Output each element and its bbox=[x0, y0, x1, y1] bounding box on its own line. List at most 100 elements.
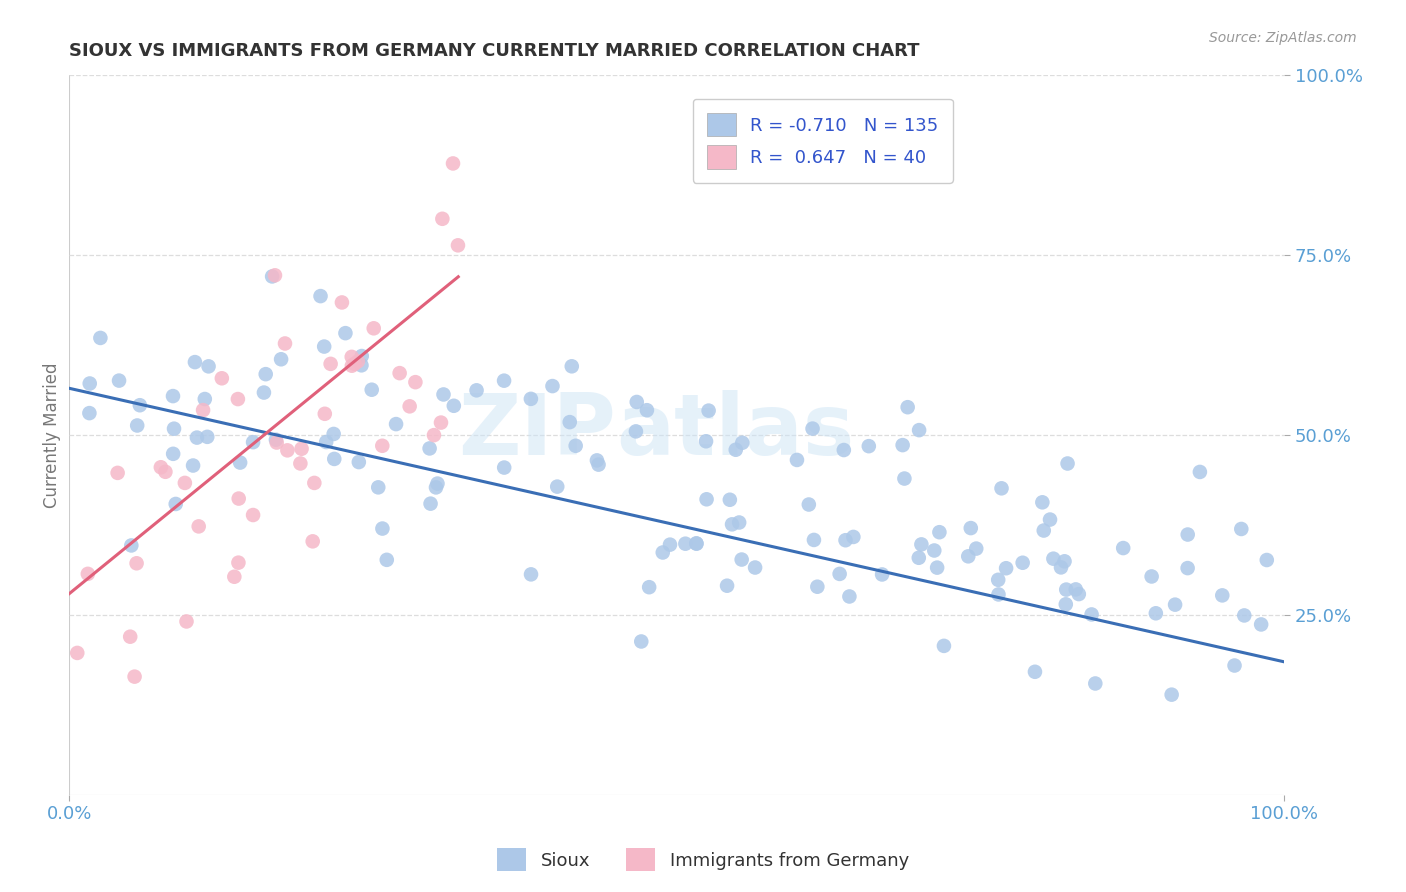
Sioux bbox=[673, 537, 696, 551]
Immigrants from Germany bbox=[124, 670, 146, 684]
Sioux bbox=[696, 492, 718, 507]
Sioux bbox=[842, 530, 865, 544]
Sioux bbox=[371, 522, 394, 536]
Sioux bbox=[561, 359, 583, 374]
Sioux bbox=[1067, 587, 1090, 601]
Sioux bbox=[586, 453, 609, 467]
Sioux bbox=[990, 481, 1012, 495]
Immigrants from Germany bbox=[224, 570, 246, 584]
Sioux bbox=[959, 521, 981, 535]
Sioux bbox=[419, 442, 441, 456]
Immigrants from Germany bbox=[176, 615, 198, 629]
Sioux bbox=[79, 406, 101, 420]
Sioux bbox=[335, 326, 357, 340]
Immigrants from Germany bbox=[226, 392, 249, 406]
Sioux bbox=[425, 480, 447, 494]
Sioux bbox=[1211, 588, 1233, 602]
Sioux bbox=[957, 549, 980, 564]
Sioux bbox=[695, 434, 717, 449]
Immigrants from Germany bbox=[371, 439, 394, 453]
Immigrants from Germany bbox=[228, 556, 250, 570]
Immigrants from Germany bbox=[363, 321, 385, 335]
Immigrants from Germany bbox=[304, 475, 326, 490]
Sioux bbox=[385, 417, 408, 431]
Sioux bbox=[120, 538, 142, 552]
Sioux bbox=[564, 439, 586, 453]
Sioux bbox=[907, 550, 929, 565]
Sioux bbox=[1112, 541, 1135, 555]
Sioux bbox=[630, 634, 652, 648]
Immigrants from Germany bbox=[301, 534, 323, 549]
Sioux bbox=[541, 379, 564, 393]
Sioux bbox=[314, 340, 336, 354]
Immigrants from Germany bbox=[423, 428, 446, 442]
Immigrants from Germany bbox=[388, 366, 411, 380]
Sioux bbox=[838, 590, 860, 604]
Immigrants from Germany bbox=[187, 519, 209, 533]
Immigrants from Germany bbox=[264, 268, 287, 283]
Sioux bbox=[426, 476, 449, 491]
Sioux bbox=[995, 561, 1018, 575]
Sioux bbox=[786, 453, 808, 467]
Sioux bbox=[828, 566, 851, 581]
Immigrants from Germany bbox=[398, 400, 420, 414]
Sioux bbox=[797, 498, 820, 512]
Immigrants from Germany bbox=[191, 403, 214, 417]
Sioux bbox=[1140, 569, 1163, 583]
Immigrants from Germany bbox=[125, 556, 148, 570]
Sioux bbox=[1032, 524, 1054, 538]
Sioux bbox=[375, 553, 398, 567]
Sioux bbox=[801, 421, 824, 435]
Sioux bbox=[1177, 527, 1199, 541]
Sioux bbox=[932, 639, 955, 653]
Sioux bbox=[350, 349, 373, 363]
Sioux bbox=[636, 403, 658, 417]
Sioux bbox=[520, 567, 543, 582]
Sioux bbox=[79, 376, 101, 391]
Sioux bbox=[195, 430, 218, 444]
Sioux bbox=[163, 422, 186, 436]
Sioux bbox=[1054, 597, 1077, 611]
Sioux bbox=[1064, 582, 1087, 597]
Sioux bbox=[323, 451, 346, 466]
Sioux bbox=[181, 458, 204, 473]
Sioux bbox=[1160, 688, 1182, 702]
Sioux bbox=[1256, 553, 1278, 567]
Immigrants from Germany bbox=[211, 371, 233, 385]
Sioux bbox=[350, 359, 373, 373]
Immigrants from Germany bbox=[430, 416, 453, 430]
Immigrants from Germany bbox=[340, 359, 363, 373]
Sioux bbox=[162, 389, 184, 403]
Sioux bbox=[89, 331, 111, 345]
Sioux bbox=[893, 471, 915, 485]
Sioux bbox=[360, 383, 382, 397]
Sioux bbox=[718, 492, 741, 507]
Text: atlas: atlas bbox=[616, 390, 855, 473]
Sioux bbox=[367, 480, 389, 494]
Immigrants from Germany bbox=[319, 357, 342, 371]
Sioux bbox=[347, 455, 370, 469]
Sioux bbox=[870, 567, 893, 582]
Immigrants from Germany bbox=[76, 566, 98, 581]
Sioux bbox=[1039, 512, 1062, 526]
Sioux bbox=[897, 400, 920, 414]
Legend: Sioux, Immigrants from Germany: Sioux, Immigrants from Germany bbox=[491, 841, 915, 879]
Immigrants from Germany bbox=[228, 491, 250, 506]
Sioux bbox=[987, 573, 1010, 587]
Text: ZIP: ZIP bbox=[458, 390, 616, 473]
Sioux bbox=[309, 289, 332, 303]
Immigrants from Germany bbox=[314, 407, 336, 421]
Immigrants from Germany bbox=[173, 475, 195, 490]
Immigrants from Germany bbox=[340, 350, 363, 364]
Sioux bbox=[728, 516, 751, 530]
Sioux bbox=[651, 545, 673, 559]
Sioux bbox=[315, 435, 337, 450]
Sioux bbox=[928, 525, 950, 540]
Sioux bbox=[494, 374, 516, 388]
Sioux bbox=[1233, 608, 1256, 623]
Immigrants from Germany bbox=[242, 508, 264, 522]
Immigrants from Germany bbox=[291, 442, 314, 456]
Sioux bbox=[546, 480, 568, 494]
Sioux bbox=[803, 533, 825, 547]
Sioux bbox=[186, 431, 208, 445]
